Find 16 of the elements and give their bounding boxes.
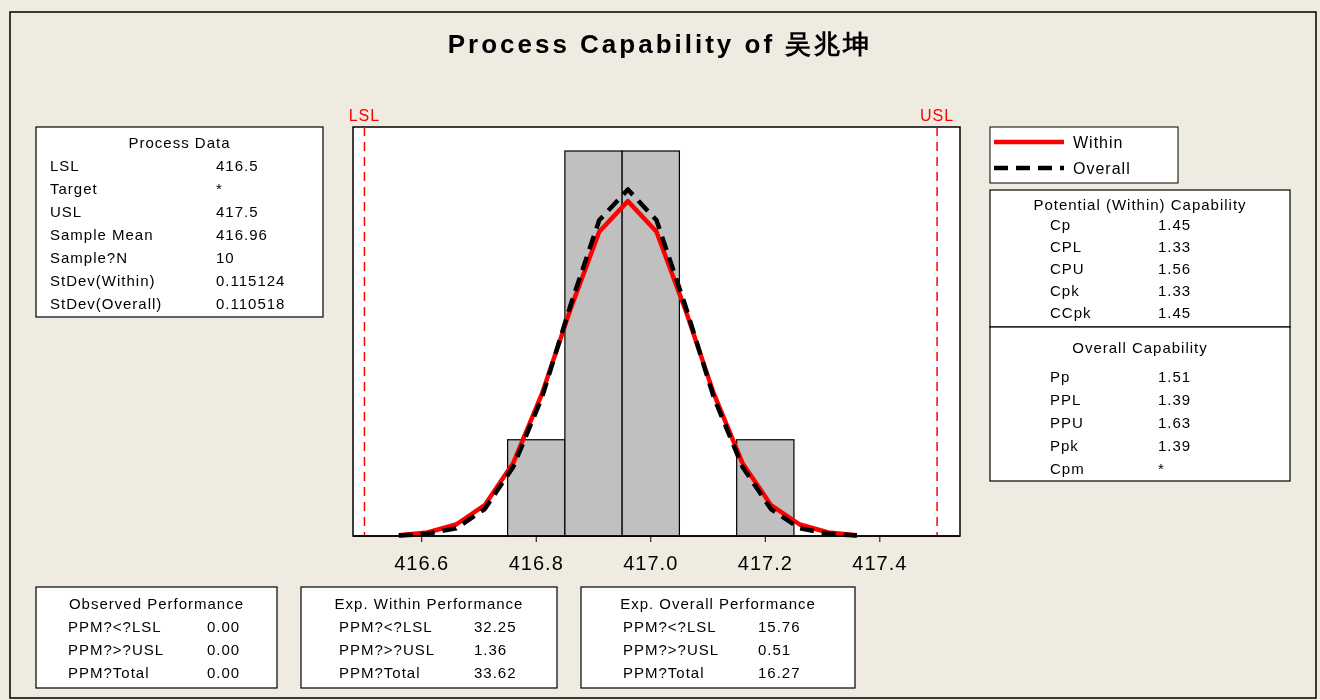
ref-line-label: USL [920,107,955,124]
annotation-box: Overall Capability Pp 1.51 PPL 1.39 PPU 1.63 Ppk 1.39 Cpm * [989,326,1291,482]
annotation-box: Observed Performance PPM?<?LSL 0.00 PPM?>?USL 0.00 PPM?Total 0.00 [35,586,278,689]
legend-label: Overall [1073,160,1131,177]
legend-label: Within [1073,134,1124,151]
x-tick-label: 416.8 [508,552,564,574]
x-tick-label: 417.0 [623,552,679,574]
annotation-box: Exp. Within Performance PPM?<?LSL 32.25 PPM?>?USL 1.36 PPM?Total 33.62 [300,586,558,689]
x-tick-label: 417.4 [852,552,908,574]
x-tick-label: 417.2 [737,552,793,574]
annotation-box: Process Data LSL 416.5 Target * USL 417.5 Sample Mean 416.96 Sample?N 10 StDev(Within) 0.115124 StDev(Overall) 0.110518 [35,126,324,318]
ref-line-label: LSL [348,107,381,124]
annotation-box: Exp. Overall Performance PPM?<?LSL 15.76 PPM?>?USL 0.51 PPM?Total 16.27 [580,586,856,689]
annotation-box: Potential (Within) Capability Cp 1.45 CPL 1.33 CPU 1.56 Cpk 1.33 CCpk 1.45 [989,189,1291,328]
x-tick-label: 416.6 [394,552,450,574]
chart-title: Process Capability of 吴兆坤 [447,29,873,59]
